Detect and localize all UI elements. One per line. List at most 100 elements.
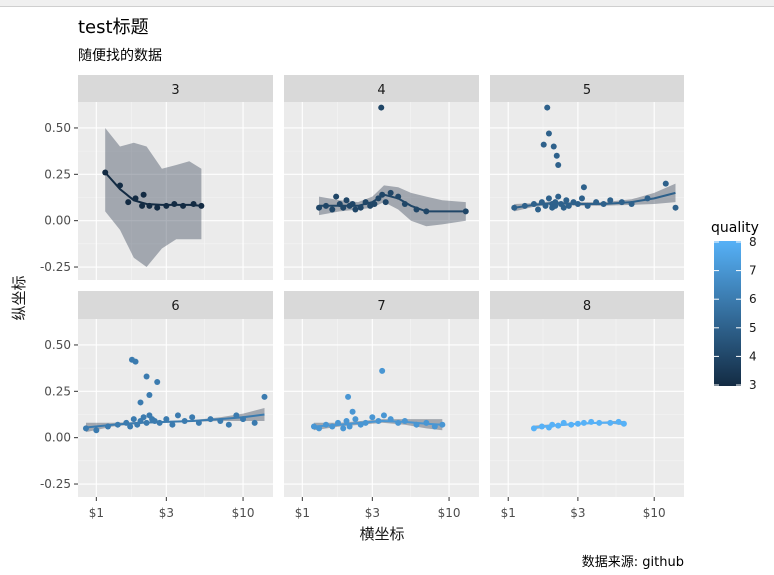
legend-label: 5 <box>749 321 757 335</box>
data-point <box>127 423 134 430</box>
y-axis-title: 纵坐标 <box>10 275 28 320</box>
facet-panel-4: 4 <box>284 75 479 280</box>
confidence-band <box>319 185 466 227</box>
legend-title: quality <box>711 220 759 236</box>
chart-title: test标题 <box>78 17 149 38</box>
legend-label: 4 <box>749 349 757 363</box>
facet-strip-label: 6 <box>171 299 179 314</box>
data-point <box>333 193 340 200</box>
smooth-line <box>85 413 265 429</box>
panel-background <box>78 319 273 497</box>
facet-panel-3: 3 <box>78 75 273 280</box>
y-tick-label: 0.50 <box>44 338 71 352</box>
data-point <box>511 204 518 211</box>
data-point <box>340 425 347 432</box>
data-point <box>378 104 385 111</box>
axes: -0.25 0.00 0.25 0.50 -0.25 0.00 0.25 0.50 $1 $3 $1… <box>40 121 666 520</box>
facet-panels: 3 4 5 6 7 8 <box>78 75 684 497</box>
data-point <box>146 392 153 399</box>
window-top-strip <box>0 0 774 7</box>
panel-background <box>78 102 273 280</box>
data-point <box>352 416 359 423</box>
y-tick-label: 0.25 <box>44 167 71 181</box>
data-point <box>261 393 268 400</box>
panel-background <box>490 319 684 497</box>
quality-legend: quality 3 4 5 6 7 8 <box>711 220 759 392</box>
x-axis-title: 横坐标 <box>359 525 404 543</box>
data-point <box>553 152 560 159</box>
facet-strip <box>284 75 479 102</box>
panel-background <box>284 102 479 280</box>
legend-colorbar <box>714 241 741 386</box>
data-point <box>607 197 614 204</box>
data-point <box>555 162 562 169</box>
data-point <box>578 195 585 202</box>
data-point <box>352 206 359 213</box>
x-tick-label: $10 <box>232 506 255 520</box>
panel-background <box>284 319 479 497</box>
y-tick-label: 0.25 <box>44 384 71 398</box>
facet-strip-label: 8 <box>583 299 591 314</box>
data-point <box>540 141 547 148</box>
y-tick-label: -0.25 <box>40 477 71 491</box>
data-point <box>380 412 387 419</box>
facet-strip-label: 5 <box>583 83 591 98</box>
data-point <box>580 184 587 191</box>
y-tick-label: -0.25 <box>40 260 71 274</box>
data-point <box>343 197 350 204</box>
x-tick-label: $3 <box>159 506 174 520</box>
data-point <box>251 419 258 426</box>
data-point <box>163 416 170 423</box>
x-tick-label: $3 <box>365 506 380 520</box>
data-point <box>189 414 196 421</box>
data-point <box>555 193 562 200</box>
data-point <box>662 180 669 187</box>
data-point <box>125 199 132 206</box>
facet-panel-7: 7 <box>284 291 479 497</box>
legend-label: 3 <box>749 378 757 392</box>
data-point <box>343 417 350 424</box>
x-tick-label: $10 <box>643 506 666 520</box>
legend-label: 6 <box>749 292 757 306</box>
data-point <box>132 358 139 365</box>
confidence-band <box>105 128 202 267</box>
x-tick-label: $3 <box>570 506 585 520</box>
data-point <box>169 421 176 428</box>
data-point <box>139 202 146 209</box>
smooth-line <box>104 171 202 207</box>
data-point <box>225 421 232 428</box>
facet-strip <box>78 75 273 102</box>
data-point <box>387 189 394 196</box>
y-tick-label: 0.50 <box>44 121 71 135</box>
smooth-line <box>313 419 443 428</box>
panel-background <box>490 102 684 280</box>
data-point <box>382 199 389 206</box>
x-tick-label: $10 <box>438 506 461 520</box>
smooth-line <box>514 191 676 209</box>
data-point <box>550 143 557 150</box>
data-point <box>545 130 552 137</box>
data-point <box>137 399 144 406</box>
facet-strip <box>490 291 684 319</box>
chart-caption: 数据来源: github <box>582 555 684 570</box>
chart-subtitle: 随便找的数据 <box>78 48 162 64</box>
y-tick-label: 0.00 <box>44 214 71 228</box>
legend-label: 7 <box>749 264 757 278</box>
facet-strip <box>490 75 684 102</box>
facet-strip-label: 3 <box>171 83 179 98</box>
confidence-band <box>86 408 265 433</box>
data-point <box>346 423 353 430</box>
data-point <box>535 206 542 213</box>
smooth-line <box>533 421 624 429</box>
data-point <box>672 204 679 211</box>
legend-label: 8 <box>749 235 757 249</box>
facet-strip-label: 7 <box>377 299 385 314</box>
data-point <box>154 204 161 211</box>
facet-panel-8: 8 <box>490 291 684 497</box>
data-point <box>544 104 551 111</box>
data-point <box>545 195 552 202</box>
facet-strip-label: 4 <box>377 83 385 98</box>
smooth-line <box>319 193 466 213</box>
data-point <box>174 412 181 419</box>
